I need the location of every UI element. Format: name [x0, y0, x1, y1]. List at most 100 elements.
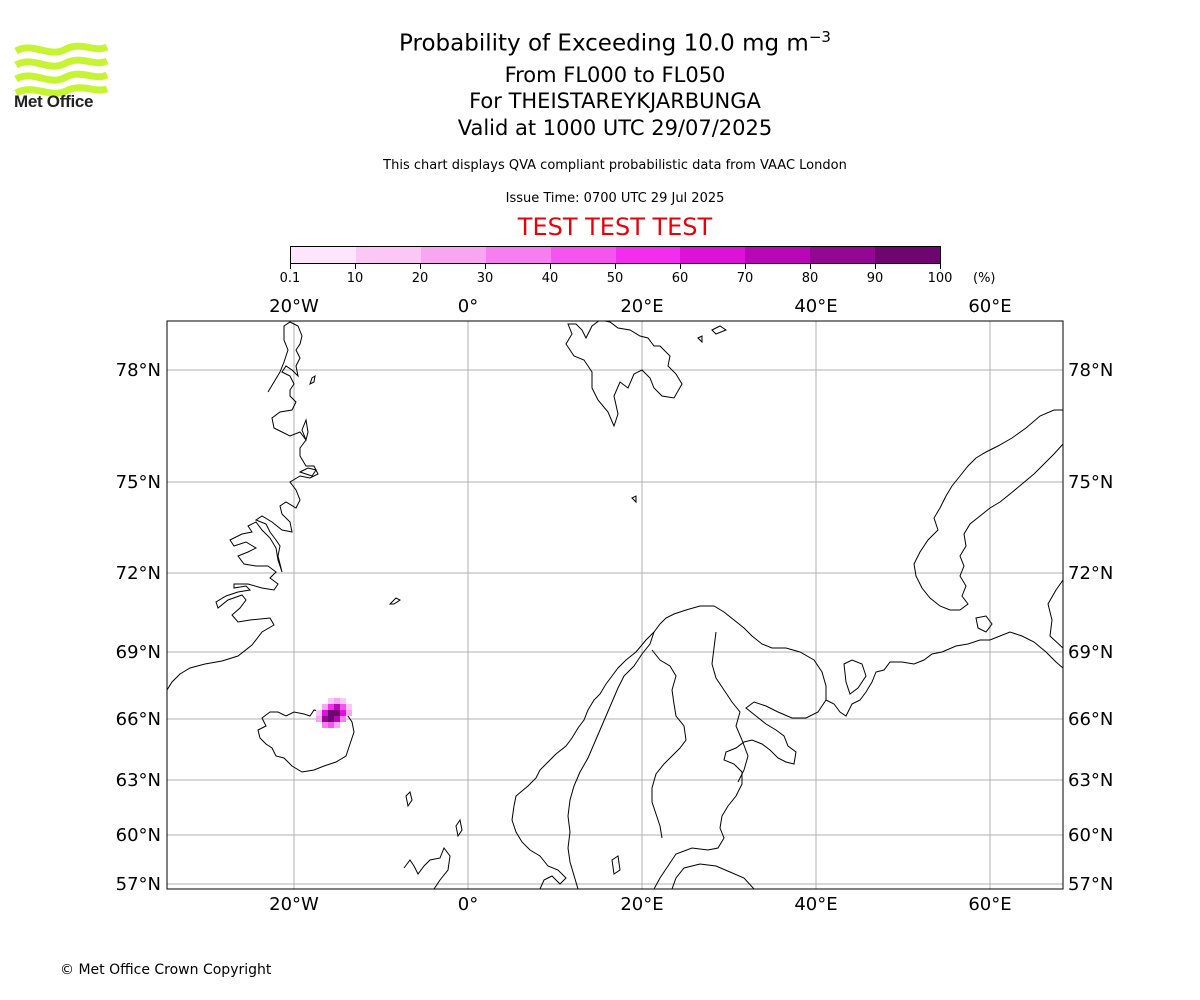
novaya-zemlya [913, 409, 1063, 611]
colorbar-tick-label: 70 [736, 271, 754, 286]
latitude-label-left: 63°N [116, 770, 161, 791]
ash-probability-cell [346, 704, 352, 710]
colorbar-tick [615, 264, 616, 269]
valid-time: Valid at 1000 UTC 29/07/2025 [457, 116, 773, 140]
latitude-label-right: 63°N [1068, 770, 1113, 791]
logo-text: Met Office [14, 92, 94, 111]
colorbar-tick-label: 60 [671, 271, 689, 286]
gridlines [167, 321, 1063, 889]
finland-russia-border [711, 631, 749, 783]
unit-exponent: −3 [808, 28, 831, 46]
latitude-label-right: 69°N [1068, 642, 1113, 663]
ash-probability-cell [328, 710, 334, 716]
latitude-label-left: 57°N [116, 874, 161, 895]
ash-probability-cell [328, 716, 334, 722]
ash-probability-cell [334, 716, 340, 722]
colorbar-segment [355, 247, 421, 263]
longitude-label-top: 60°E [968, 296, 1011, 317]
ash-probability-cell [328, 698, 334, 704]
ash-probability-cell [322, 722, 328, 728]
ash-probability-cell [322, 704, 328, 710]
faroe-islands [405, 791, 413, 808]
colorbar-tick [420, 264, 421, 269]
colorbar-segment [745, 247, 811, 263]
colorbar-tick [875, 264, 876, 269]
colorbar-tick [680, 264, 681, 269]
shetland [455, 818, 463, 838]
latitude-label-left: 72°N [116, 563, 161, 584]
svalbard [565, 321, 683, 428]
probability-colorbar [290, 246, 941, 264]
ash-probability-cell [340, 716, 346, 722]
longitude-label-bottom: 60°E [968, 894, 1011, 915]
longitude-label-bottom: 0° [458, 894, 478, 915]
longitude-label-bottom: 20°W [269, 894, 319, 915]
colorbar-segment [291, 247, 356, 263]
latitude-label-right: 78°N [1068, 360, 1113, 381]
colorbar-segment [420, 247, 486, 263]
latitude-label-right: 75°N [1068, 472, 1113, 493]
colorbar-tick [745, 264, 746, 269]
latitude-label-right: 57°N [1068, 874, 1113, 895]
chart-title: Probability of Exceeding 10.0 mg m−3 [399, 28, 831, 57]
russia-arctic-coast [825, 631, 1063, 717]
latitude-label-left: 60°N [116, 825, 161, 846]
latitude-label-left: 75°N [116, 472, 161, 493]
norway-sweden-border [567, 631, 655, 889]
met-office-logo-icon [14, 42, 109, 97]
sweden-finland-border [651, 649, 687, 839]
colorbar-unit: (%) [973, 271, 996, 286]
greenland-coast [167, 321, 319, 691]
map-frame [166, 320, 1064, 890]
white-sea [843, 659, 867, 695]
colorbar-tick-label: 40 [541, 271, 559, 286]
volcano-name: For THEISTAREYKJARBUNGA [469, 89, 761, 113]
ash-probability-cell [340, 704, 346, 710]
colorbar-segment [810, 247, 876, 263]
ash-probability-cell [322, 710, 328, 716]
latitude-label-right: 66°N [1068, 709, 1113, 730]
colorbar-segment [615, 247, 681, 263]
colorbar-tick-label: 90 [866, 271, 884, 286]
colorbar-tick-label: 80 [801, 271, 819, 286]
latitude-label-left: 69°N [116, 642, 161, 663]
coastlines [167, 321, 1063, 889]
colorbar-tick-label: 0.1 [279, 271, 301, 286]
colorbar-tick [485, 264, 486, 269]
colorbar-tick-label: 20 [411, 271, 429, 286]
ash-probability-cell [334, 698, 340, 704]
axis-labels: 20°W 20°W 0° 0° 20°E 20°E 40°E 40°E 60°E 60°E 78°N… [116, 296, 1114, 915]
ash-probability-cell [346, 710, 352, 716]
colorbar-tick [940, 264, 941, 269]
latitude-label-left: 66°N [116, 709, 161, 730]
colorbar-tick [355, 264, 356, 269]
longitude-label-top: 40°E [794, 296, 837, 317]
longitude-label-top: 20°E [620, 296, 663, 317]
latitude-label-right: 72°N [1068, 563, 1113, 584]
ash-probability-cell [334, 704, 340, 710]
jan-mayen [388, 597, 401, 605]
colorbar-tick [810, 264, 811, 269]
colorbar-tick-label: 50 [606, 271, 624, 286]
scandinavia-coast [511, 605, 827, 889]
colorbar-tick [290, 264, 291, 269]
latitude-label-right: 60°N [1068, 825, 1113, 846]
longitude-label-top: 20°W [269, 296, 319, 317]
longitude-label-bottom: 20°E [620, 894, 663, 915]
ash-probability-cell [340, 710, 346, 716]
ash-probability-cell [334, 722, 340, 728]
ash-probability-cell [334, 710, 340, 716]
colorbar-tick-label: 30 [476, 271, 494, 286]
longitude-label-bottom: 40°E [794, 894, 837, 915]
colorbar-tick-label: 100 [927, 271, 953, 286]
colorbar-segment [680, 247, 746, 263]
longitude-label-top: 0° [458, 296, 478, 317]
ash-probability-field [316, 698, 352, 728]
ash-probability-cell [322, 716, 328, 722]
issue-time: Issue Time: 0700 UTC 29 Jul 2025 [505, 191, 725, 206]
ash-probability-cell [328, 704, 334, 710]
greenland-inner [298, 418, 317, 477]
level-range: From FL000 to FL050 [504, 63, 726, 87]
estonia [671, 863, 755, 889]
